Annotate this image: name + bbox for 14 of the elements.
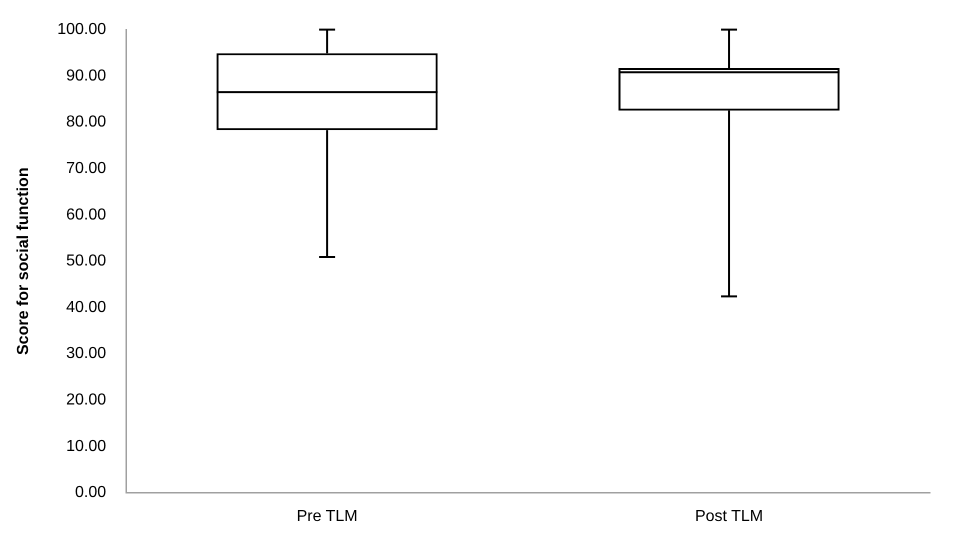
y-tick-label: 70.00 (66, 160, 106, 177)
y-tick-label: 50.00 (66, 252, 106, 270)
y-axis-title: Score for social function (15, 167, 32, 355)
y-tick-label: 40.00 (66, 298, 106, 316)
y-tick-label: 100.00 (57, 21, 106, 38)
y-tick-label: 0.00 (74, 484, 106, 502)
y-tick-label: 30.00 (66, 345, 106, 362)
y-tick-label: 10.00 (66, 438, 106, 455)
y-tick-label: 20.00 (66, 392, 106, 409)
x-tick-label: Post TLM (694, 508, 764, 525)
y-tick-label: 60.00 (66, 206, 106, 224)
y-tick-label: 90.00 (66, 67, 106, 84)
y-tick-label: 80.00 (66, 114, 106, 131)
x-tick-label: Pre TLM (296, 508, 358, 525)
